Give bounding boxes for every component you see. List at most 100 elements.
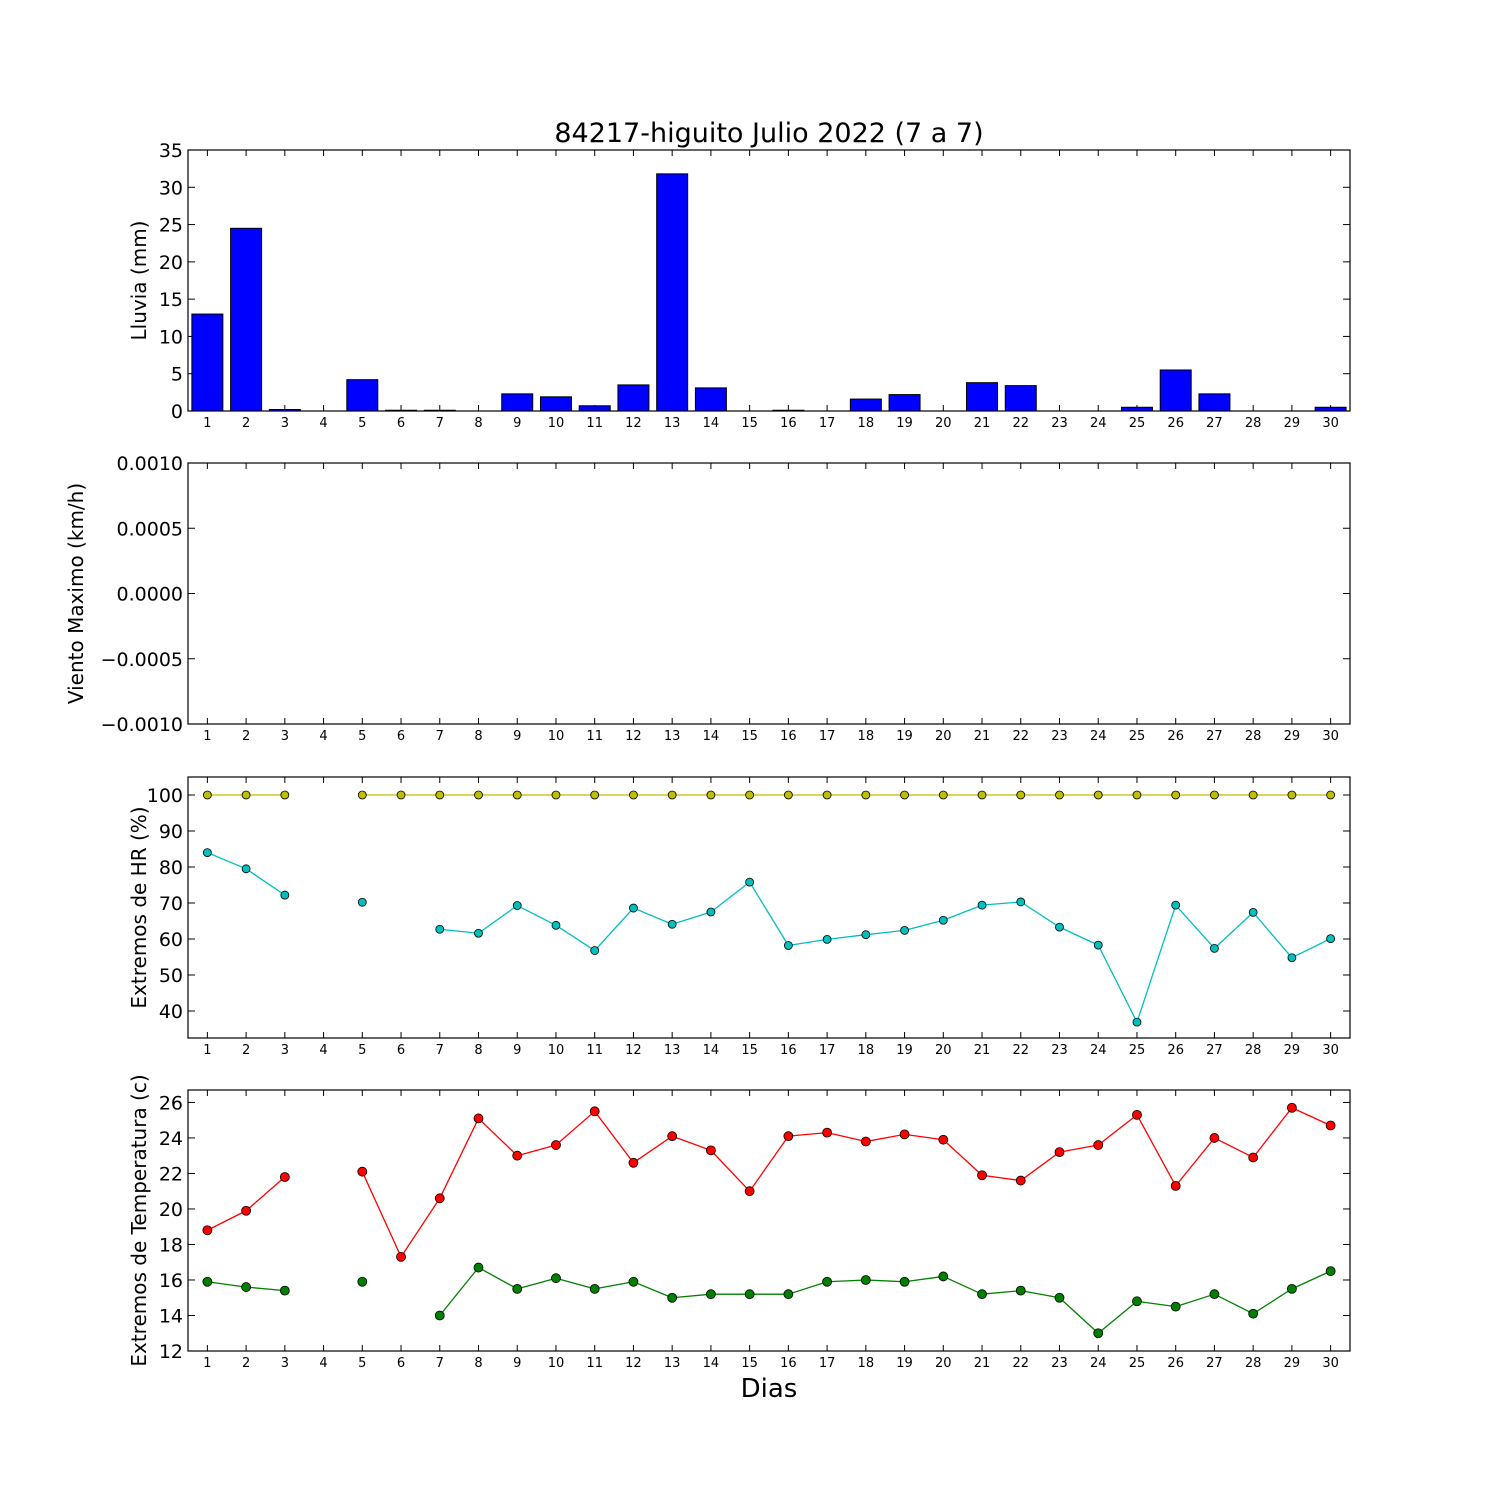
x-tick-label: 28 — [1245, 1043, 1262, 1058]
x-tick-label: 14 — [703, 729, 720, 744]
bar — [346, 379, 379, 412]
series-2-point — [589, 1283, 600, 1294]
series-2-point — [473, 1262, 484, 1273]
series-2-point — [667, 1292, 678, 1303]
bar — [268, 409, 301, 412]
x-tick-label: 8 — [474, 1043, 482, 1058]
panel-4-frame — [187, 1089, 1351, 1352]
series-2-point — [861, 930, 871, 940]
series-1-point — [1287, 1102, 1297, 1113]
x-tick-label: 19 — [896, 729, 913, 744]
series-2-segment — [478, 1266, 518, 1290]
x-tick-label: 12 — [625, 1043, 642, 1058]
x-tick-label: 18 — [858, 729, 875, 744]
x-tick-label: 27 — [1206, 729, 1223, 744]
x-tick-label: 13 — [664, 729, 681, 744]
series-2-point — [706, 907, 716, 917]
series-2-point — [1210, 943, 1219, 953]
series-2-segment — [1291, 938, 1331, 959]
y-tick-label: 20 — [159, 1199, 183, 1221]
x-axis-label: Dias — [741, 1374, 798, 1404]
y-axis-label: Extremos de HR (%) — [127, 806, 151, 1008]
series-1-point — [241, 790, 251, 800]
series-1-point — [551, 1140, 561, 1150]
series-1-point — [473, 1113, 484, 1124]
series-2-segment — [981, 901, 1021, 906]
series-1-point — [512, 1150, 523, 1161]
series-2-segment — [207, 852, 247, 870]
x-tick-label: 27 — [1206, 416, 1223, 431]
series-2-point — [202, 848, 212, 857]
series-1-point — [474, 790, 483, 800]
series-1-point — [202, 1225, 213, 1236]
series-1-point — [1325, 1120, 1336, 1131]
series-1-point — [938, 790, 948, 800]
y-tick-label: 20 — [159, 252, 183, 274]
series-2-segment — [788, 1281, 828, 1295]
bar — [888, 394, 921, 412]
series-2-segment — [1020, 901, 1060, 928]
x-tick-label: 2 — [242, 1043, 250, 1058]
x-tick-label: 15 — [741, 1043, 758, 1058]
x-tick-label: 20 — [935, 1356, 952, 1371]
series-1-point — [1209, 1133, 1220, 1143]
series-2-point — [512, 901, 522, 910]
x-tick-label: 13 — [664, 416, 681, 431]
x-tick-label: 17 — [819, 729, 836, 744]
series-2-point — [280, 890, 290, 900]
series-2-point — [590, 946, 600, 955]
series-1-segment — [517, 1144, 557, 1157]
series-2-point — [1015, 1285, 1026, 1296]
x-tick-label: 3 — [281, 729, 289, 744]
series-2-segment — [1097, 944, 1138, 1023]
series-2-segment — [1291, 1270, 1331, 1290]
series-1-segment — [207, 1210, 247, 1231]
x-tick-label: 19 — [896, 416, 913, 431]
panel-1-frame — [187, 149, 1351, 412]
series-1-point — [1054, 1147, 1065, 1158]
bar — [230, 227, 263, 412]
x-tick-label: 30 — [1322, 1356, 1339, 1371]
series-2-segment — [1213, 911, 1254, 949]
series-2-point — [1093, 1328, 1104, 1339]
x-tick-label: 11 — [586, 1043, 603, 1058]
y-tick-label: 22 — [159, 1163, 183, 1185]
series-2-segment — [1252, 911, 1293, 959]
series-1-segment — [361, 1171, 402, 1258]
x-tick-label: 18 — [858, 1043, 875, 1058]
bar — [578, 405, 611, 412]
bar — [191, 313, 224, 412]
x-tick-label: 25 — [1129, 416, 1146, 431]
series-2-point — [357, 897, 367, 907]
bar — [1314, 406, 1347, 412]
series-2-point — [900, 925, 909, 935]
bar — [1159, 369, 1192, 412]
x-tick-label: 9 — [513, 1356, 521, 1371]
x-tick-label: 1 — [203, 1356, 211, 1371]
series-2-point — [1132, 1017, 1142, 1027]
y-tick-label: 26 — [159, 1092, 183, 1114]
x-tick-label: 16 — [780, 416, 797, 431]
series-1-point — [241, 1205, 252, 1216]
series-2-point — [241, 1282, 252, 1292]
series-1-segment — [749, 1135, 789, 1192]
x-tick-label: 20 — [935, 729, 952, 744]
x-tick-label: 22 — [1012, 1356, 1029, 1371]
x-tick-label: 23 — [1051, 1043, 1068, 1058]
x-tick-label: 8 — [474, 416, 482, 431]
series-2-segment — [478, 904, 518, 934]
x-tick-label: 10 — [548, 1356, 565, 1371]
series-1-point — [1132, 790, 1142, 800]
series-2-segment — [1252, 1288, 1293, 1315]
series-2-point — [860, 1275, 871, 1285]
x-tick-label: 13 — [664, 1356, 681, 1371]
x-tick-label: 8 — [474, 729, 482, 744]
series-1-point — [357, 1166, 368, 1177]
series-1-point — [1210, 790, 1219, 800]
series-2-segment — [1175, 904, 1215, 949]
series-1-point — [860, 1136, 871, 1147]
x-tick-label: 3 — [281, 416, 289, 431]
series-1-segment — [981, 1174, 1021, 1182]
